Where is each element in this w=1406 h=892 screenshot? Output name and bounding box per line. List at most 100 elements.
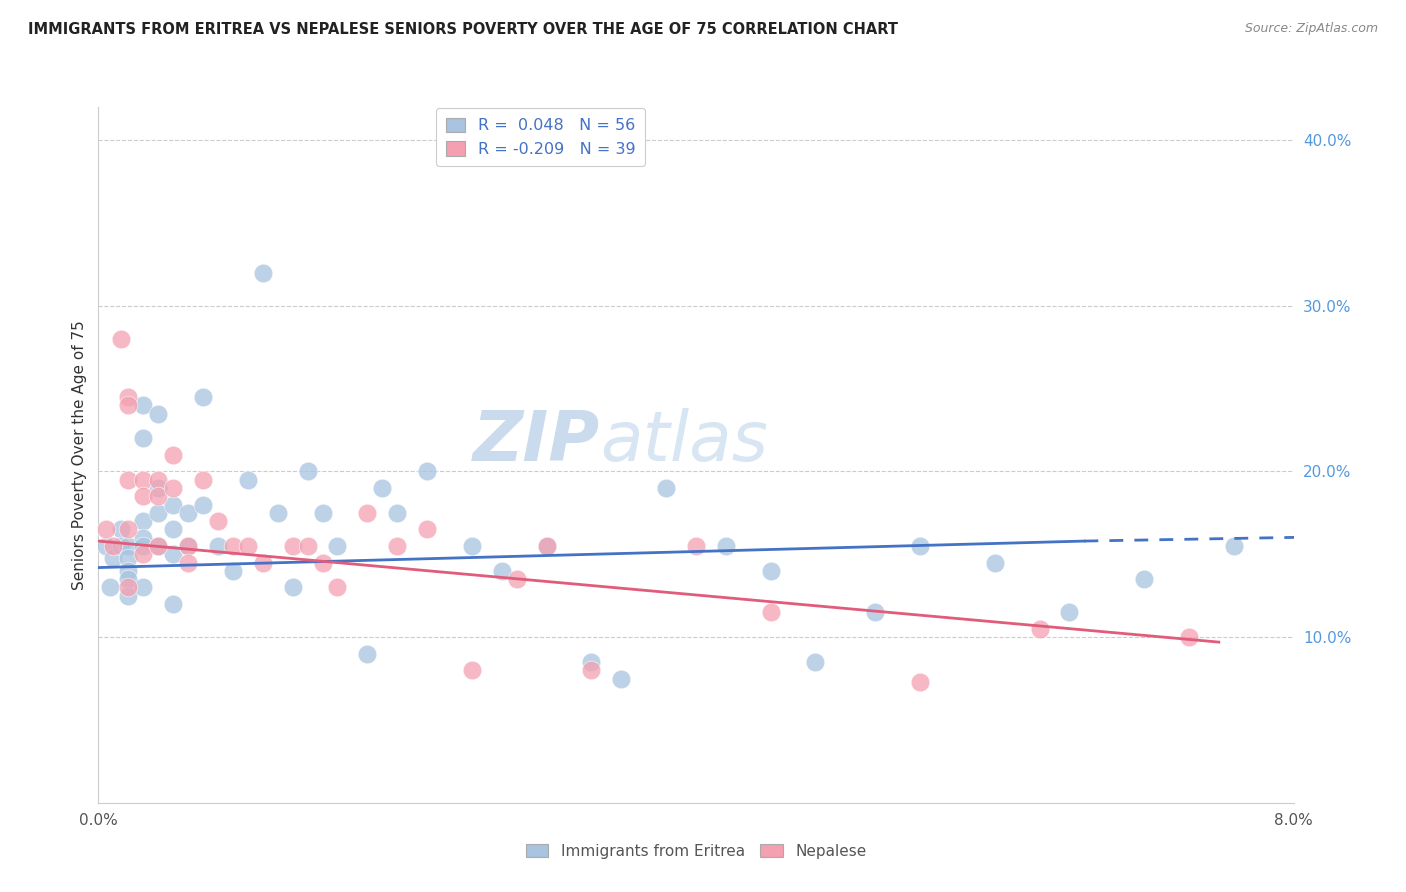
Point xyxy=(416,465,439,479)
Point xyxy=(132,547,155,561)
Point xyxy=(132,473,155,487)
Point xyxy=(536,539,558,553)
Point xyxy=(110,523,132,537)
Point xyxy=(177,539,200,553)
Point xyxy=(311,556,333,570)
Point xyxy=(385,539,409,553)
Point xyxy=(536,539,558,553)
Point xyxy=(461,663,484,677)
Point xyxy=(98,581,122,595)
Point xyxy=(117,523,139,537)
Point xyxy=(655,481,678,495)
Point xyxy=(177,539,200,553)
Point xyxy=(110,332,132,346)
Legend: Immigrants from Eritrea, Nepalese: Immigrants from Eritrea, Nepalese xyxy=(519,838,873,864)
Point xyxy=(222,539,245,553)
Point xyxy=(162,547,184,561)
Point xyxy=(371,481,394,495)
Point xyxy=(297,465,319,479)
Y-axis label: Seniors Poverty Over the Age of 75: Seniors Poverty Over the Age of 75 xyxy=(72,320,87,590)
Point xyxy=(148,481,170,495)
Point xyxy=(236,539,259,553)
Point xyxy=(103,550,125,565)
Point xyxy=(714,539,737,553)
Point xyxy=(177,556,200,570)
Point xyxy=(416,523,439,537)
Point xyxy=(297,539,319,553)
Point xyxy=(132,514,155,528)
Point xyxy=(281,539,304,553)
Point xyxy=(281,581,304,595)
Point xyxy=(252,556,274,570)
Point xyxy=(94,539,117,553)
Point xyxy=(804,655,827,669)
Point xyxy=(983,556,1005,570)
Point xyxy=(148,506,170,520)
Point xyxy=(148,539,170,553)
Point xyxy=(117,581,139,595)
Point xyxy=(610,672,633,686)
Point xyxy=(759,605,782,619)
Point xyxy=(117,572,139,586)
Point xyxy=(506,572,529,586)
Point xyxy=(908,674,931,689)
Point xyxy=(252,266,274,280)
Point xyxy=(162,448,184,462)
Point xyxy=(177,506,200,520)
Point xyxy=(117,390,139,404)
Point xyxy=(94,523,117,537)
Point xyxy=(117,564,139,578)
Point xyxy=(162,523,184,537)
Point xyxy=(162,597,184,611)
Point xyxy=(191,498,214,512)
Point xyxy=(110,539,132,553)
Point xyxy=(117,398,139,412)
Point xyxy=(191,390,214,404)
Point xyxy=(162,498,184,512)
Point xyxy=(132,431,155,445)
Point xyxy=(132,539,155,553)
Point xyxy=(491,564,513,578)
Text: ZIP: ZIP xyxy=(472,408,600,475)
Point xyxy=(103,539,125,553)
Point xyxy=(311,506,333,520)
Point xyxy=(1028,622,1050,636)
Point xyxy=(326,581,349,595)
Point xyxy=(908,539,931,553)
Point xyxy=(207,539,229,553)
Point xyxy=(117,539,139,553)
Text: Source: ZipAtlas.com: Source: ZipAtlas.com xyxy=(1244,22,1378,36)
Point xyxy=(117,589,139,603)
Point xyxy=(132,581,155,595)
Point xyxy=(1222,539,1246,553)
Point xyxy=(191,473,214,487)
Point xyxy=(356,506,378,520)
Point xyxy=(461,539,484,553)
Point xyxy=(148,407,170,421)
Point xyxy=(1178,630,1201,644)
Point xyxy=(326,539,349,553)
Point xyxy=(148,539,170,553)
Point xyxy=(117,550,139,565)
Text: IMMIGRANTS FROM ERITREA VS NEPALESE SENIORS POVERTY OVER THE AGE OF 75 CORRELATI: IMMIGRANTS FROM ERITREA VS NEPALESE SENI… xyxy=(28,22,898,37)
Point xyxy=(685,539,707,553)
Point xyxy=(132,531,155,545)
Point xyxy=(162,481,184,495)
Point xyxy=(148,489,170,503)
Text: atlas: atlas xyxy=(600,408,768,475)
Point xyxy=(132,489,155,503)
Point xyxy=(581,655,603,669)
Point xyxy=(222,564,245,578)
Point xyxy=(356,647,378,661)
Point xyxy=(1059,605,1081,619)
Point xyxy=(207,514,229,528)
Point xyxy=(132,398,155,412)
Point xyxy=(236,473,259,487)
Point xyxy=(1133,572,1156,586)
Point xyxy=(267,506,290,520)
Point xyxy=(385,506,409,520)
Point xyxy=(581,663,603,677)
Point xyxy=(117,473,139,487)
Point xyxy=(863,605,886,619)
Point xyxy=(759,564,782,578)
